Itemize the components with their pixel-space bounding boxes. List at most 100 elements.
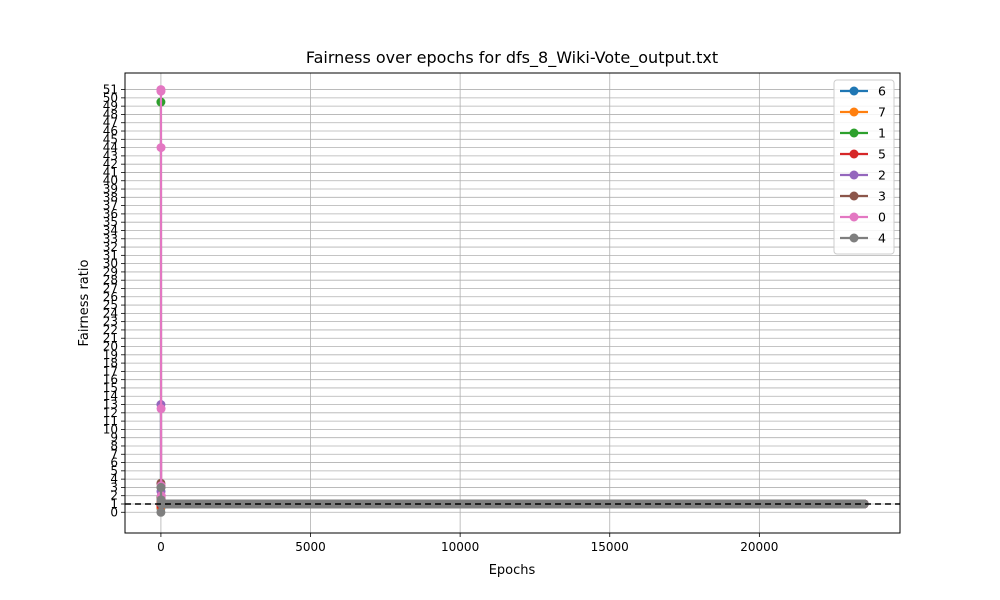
data-point	[156, 143, 166, 153]
series-layer	[156, 85, 869, 517]
y-tick-label: 41	[103, 165, 118, 179]
data-point	[859, 499, 869, 509]
legend-item-7: 7	[840, 105, 886, 120]
legend-swatch-marker	[849, 212, 859, 222]
data-point	[156, 404, 166, 414]
data-point	[156, 482, 166, 492]
legend-item-4: 4	[840, 231, 886, 246]
y-tick-label: 22	[103, 323, 118, 337]
y-tick-label: 29	[103, 265, 118, 279]
y-tick-label: 30	[103, 257, 118, 271]
legend-label: 6	[878, 84, 886, 99]
y-tick-label: 21	[103, 331, 118, 345]
y-tick-label: 24	[103, 306, 118, 320]
y-tick-label: 2	[110, 489, 118, 503]
legend-item-2: 2	[840, 168, 886, 183]
y-tick-label: 28	[103, 273, 118, 287]
y-tick-label: 40	[103, 174, 118, 188]
x-axis: 0 5000 10000 15000 20000	[157, 533, 778, 554]
y-tick-label: 11	[103, 414, 118, 428]
legend-swatch-marker	[849, 107, 859, 117]
y-tick-label: 34	[103, 223, 118, 237]
data-point	[156, 507, 166, 517]
legend-label: 0	[878, 210, 886, 225]
y-tick-label: 39	[103, 182, 118, 196]
y-tick-label: 19	[103, 348, 118, 362]
legend-label: 1	[878, 126, 886, 141]
x-axis-title: Epochs	[489, 563, 536, 578]
y-tick-label: 43	[103, 149, 118, 163]
y-tick-label: 5	[110, 464, 118, 478]
y-tick-label: 7	[110, 447, 118, 461]
y-tick-label: 38	[103, 190, 118, 204]
y-tick-label: 15	[103, 381, 118, 395]
y-tick-label: 26	[103, 290, 118, 304]
legend-label: 4	[878, 231, 886, 246]
y-tick-label: 10	[103, 422, 118, 436]
legend-swatch-marker	[849, 170, 859, 180]
y-tick-label: 32	[103, 240, 118, 254]
y-tick-label: 16	[103, 373, 118, 387]
y-tick-label: 33	[103, 232, 118, 246]
y-tick-label: 35	[103, 215, 118, 229]
y-tick-label: 37	[103, 199, 118, 213]
y-tick-label: 3	[110, 480, 118, 494]
legend-swatch-marker	[849, 191, 859, 201]
legend-item-3: 3	[840, 189, 886, 204]
legend-label: 2	[878, 168, 886, 183]
data-point	[156, 86, 166, 96]
series-1	[156, 97, 869, 509]
y-tick-label: 6	[110, 456, 118, 470]
legend-swatch-marker	[849, 86, 859, 96]
y-tick-label: 36	[103, 207, 118, 221]
y-tick-label: 47	[103, 116, 118, 130]
legend-swatch-marker	[849, 149, 859, 159]
y-tick-label: 27	[103, 281, 118, 295]
y-tick-label: 45	[103, 132, 118, 146]
series-line-1	[159, 102, 865, 506]
y-tick-label: 20	[103, 340, 118, 354]
y-tick-label: 14	[103, 389, 118, 403]
y-tick-label: 17	[103, 364, 118, 378]
y-tick-label: 1	[110, 497, 118, 511]
y-tick-label: 31	[103, 248, 118, 262]
x-tick-label: 15000	[591, 540, 629, 554]
y-tick-label: 42	[103, 157, 118, 171]
legend-item-6: 6	[840, 84, 886, 99]
y-axis-title: Fairness ratio	[77, 260, 92, 347]
legend: 6 7 1 5 2 3 0 4	[833, 79, 895, 255]
y-tick-label: 44	[103, 141, 118, 155]
legend-swatch-marker	[849, 233, 859, 243]
grid	[125, 73, 900, 533]
legend-label: 7	[878, 105, 886, 120]
y-tick-label: 12	[103, 406, 118, 420]
legend-swatch-marker	[849, 128, 859, 138]
y-tick-label: 51	[103, 83, 118, 97]
x-tick-label: 0	[157, 540, 165, 554]
legend-frame	[833, 79, 895, 255]
y-tick-label: 48	[103, 107, 118, 121]
series-4	[156, 482, 869, 517]
x-tick-label: 5000	[295, 540, 326, 554]
y-tick-label: 23	[103, 315, 118, 329]
legend-label: 5	[878, 147, 886, 162]
x-tick-label: 10000	[441, 540, 479, 554]
y-tick-label: 25	[103, 298, 118, 312]
y-tick-label: 9	[110, 431, 118, 445]
y-tick-label: 13	[103, 398, 118, 412]
y-tick-label: 46	[103, 124, 118, 138]
legend-item-5: 5	[840, 147, 886, 162]
legend-item-1: 1	[840, 126, 886, 141]
legend-item-0: 0	[840, 210, 886, 225]
y-tick-label: 0	[110, 505, 118, 519]
legend-label: 3	[878, 189, 886, 204]
y-axis: 0123456789101112131415161718192021222324…	[103, 83, 125, 519]
y-tick-label: 50	[103, 91, 118, 105]
x-tick-label: 20000	[740, 540, 778, 554]
y-tick-label: 18	[103, 356, 118, 370]
y-tick-label: 49	[103, 99, 118, 113]
plot-frame	[124, 72, 901, 534]
chart-title: Fairness over epochs for dfs_8_Wiki-Vote…	[306, 48, 718, 68]
y-tick-label: 8	[110, 439, 118, 453]
